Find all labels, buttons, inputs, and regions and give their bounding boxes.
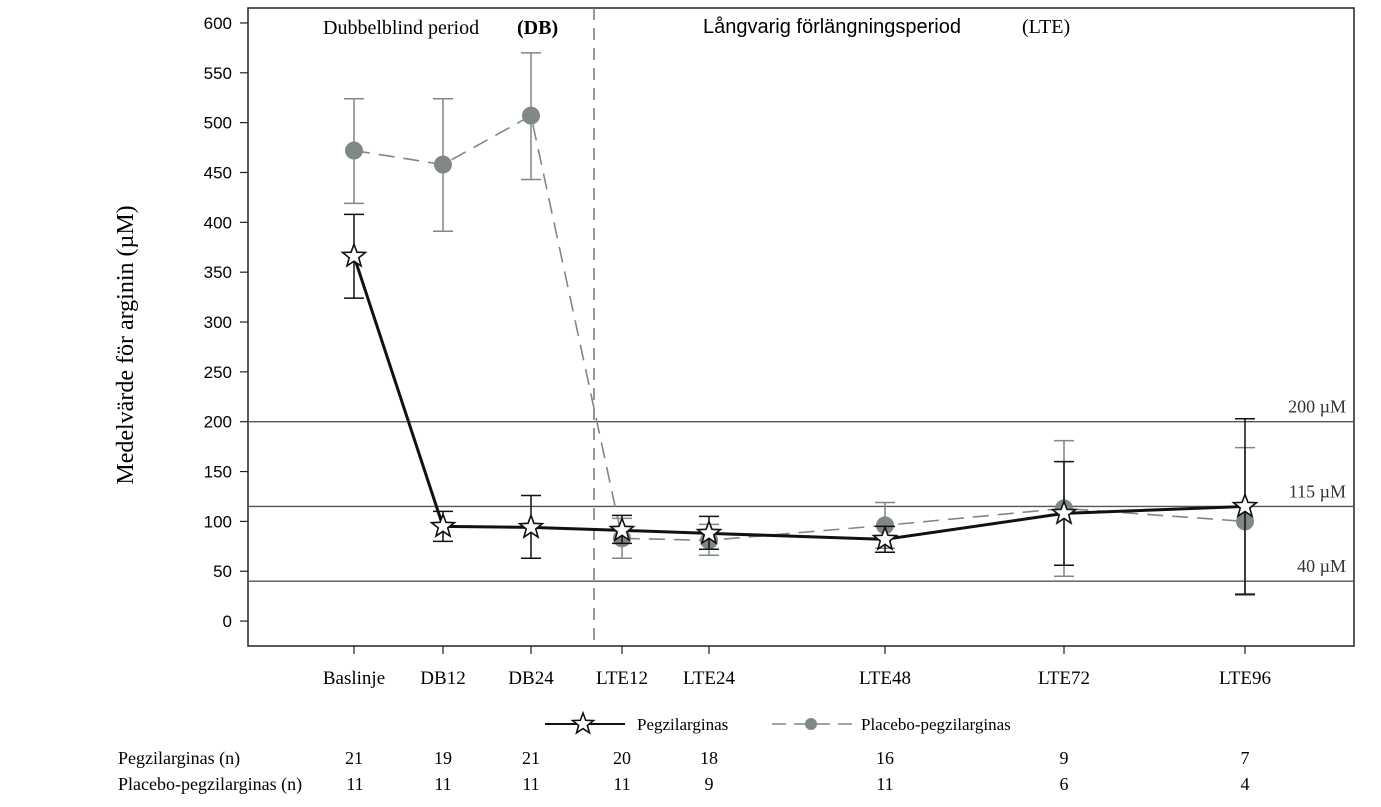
data-point-db12 bbox=[429, 512, 457, 538]
y-tick-label: 500 bbox=[204, 114, 232, 133]
n-table: Pegzilarginas (n) Placebo-pegzilarginas … bbox=[118, 748, 1250, 795]
data-point-baslinje bbox=[340, 241, 368, 268]
series-line bbox=[352, 255, 1246, 541]
n-value: 16 bbox=[876, 748, 894, 768]
legend-star-icon bbox=[570, 710, 596, 735]
x-tick-label-lte72: LTE72 bbox=[1038, 668, 1090, 689]
data-point-baslinje bbox=[345, 141, 363, 160]
n-value: 11 bbox=[346, 774, 363, 794]
y-tick-label: 300 bbox=[204, 313, 232, 332]
data-point-db24 bbox=[517, 513, 545, 539]
reference-label-115: 115 µM bbox=[1289, 481, 1346, 501]
x-tick-label-baslinje: Baslinje bbox=[323, 668, 385, 689]
reference-label-200: 200 µM bbox=[1288, 397, 1346, 417]
y-tick-label: 250 bbox=[204, 363, 232, 382]
x-tick-label-lte24: LTE24 bbox=[683, 668, 736, 689]
x-tick-label-lte48: LTE48 bbox=[859, 668, 911, 689]
n-value: 7 bbox=[1241, 748, 1250, 768]
y-tick-label: 400 bbox=[204, 213, 232, 232]
period-db-label: Dubbelblind period bbox=[323, 17, 479, 39]
data-point-lte72 bbox=[1050, 499, 1078, 525]
n-value: 11 bbox=[876, 774, 893, 794]
y-tick-label: 600 bbox=[204, 14, 232, 33]
n-value: 21 bbox=[345, 748, 363, 768]
series-line bbox=[353, 114, 1246, 542]
x-tick-label-db24: DB24 bbox=[508, 668, 554, 689]
series-layer bbox=[340, 52, 1259, 596]
period-lte-label: Långvarig förlängningsperiod bbox=[703, 16, 961, 38]
n-row-label-placebo: Placebo-pegzilarginas (n) bbox=[118, 774, 302, 795]
y-tick-label: 0 bbox=[223, 612, 232, 631]
n-value: 20 bbox=[613, 748, 631, 768]
n-value: 4 bbox=[1241, 774, 1250, 794]
series-pegzilarginas bbox=[340, 213, 1259, 595]
legend-placebo-label: Placebo-pegzilarginas bbox=[861, 715, 1011, 734]
reference-label-40: 40 µM bbox=[1297, 556, 1346, 576]
data-point-lte96 bbox=[1231, 492, 1259, 519]
legend-circle-icon bbox=[805, 718, 817, 730]
n-value: 21 bbox=[522, 748, 540, 768]
y-tick-label: 550 bbox=[204, 64, 232, 83]
plot-frame bbox=[247, 7, 1355, 647]
x-tick-label-db12: DB12 bbox=[420, 668, 465, 689]
x-axis: Baslinje DB12 DB24 LTE12 LTE24 LTE48 LTE72 LTE9… bbox=[323, 646, 1271, 689]
data-point-db12 bbox=[434, 155, 452, 174]
n-value: 19 bbox=[434, 748, 452, 768]
y-axis: 0 50 100 150 200 250 300 350 400 450 500 550 600 bbox=[204, 14, 248, 631]
y-tick-label: 450 bbox=[204, 163, 232, 182]
y-axis-label: Medelvärde för arginin (µM) bbox=[113, 205, 139, 484]
x-tick-label-lte96: LTE96 bbox=[1219, 668, 1271, 689]
n-row-label-pegzilarginas: Pegzilarginas (n) bbox=[118, 748, 240, 769]
n-value: 6 bbox=[1060, 774, 1069, 794]
period-db-abbr: (DB) bbox=[517, 17, 558, 39]
n-value: 11 bbox=[434, 774, 451, 794]
legend-pegzilarginas-label: Pegzilarginas bbox=[637, 715, 728, 734]
x-tick-label-lte12: LTE12 bbox=[596, 668, 648, 689]
y-tick-label: 200 bbox=[204, 413, 232, 432]
y-tick-label: 50 bbox=[213, 562, 232, 581]
n-value: 18 bbox=[700, 748, 718, 768]
reference-lines: 200 µM 115 µM 40 µM bbox=[248, 397, 1354, 582]
y-tick-label: 350 bbox=[204, 263, 232, 282]
y-tick-label: 100 bbox=[204, 512, 232, 531]
data-point-lte48 bbox=[871, 525, 899, 551]
n-value: 9 bbox=[1060, 748, 1069, 768]
legend: Pegzilarginas Placebo-pegzilarginas bbox=[545, 710, 1011, 735]
n-value: 11 bbox=[522, 774, 539, 794]
data-point-db24 bbox=[522, 106, 540, 125]
y-tick-label: 150 bbox=[204, 463, 232, 482]
n-value: 9 bbox=[705, 774, 714, 794]
series-placebo-pegzilarginas bbox=[344, 52, 1255, 596]
n-value: 11 bbox=[613, 774, 630, 794]
data-point-lte24 bbox=[695, 519, 723, 545]
period-lte-abbr: (LTE) bbox=[1022, 16, 1070, 38]
data-point-lte12 bbox=[608, 516, 636, 542]
